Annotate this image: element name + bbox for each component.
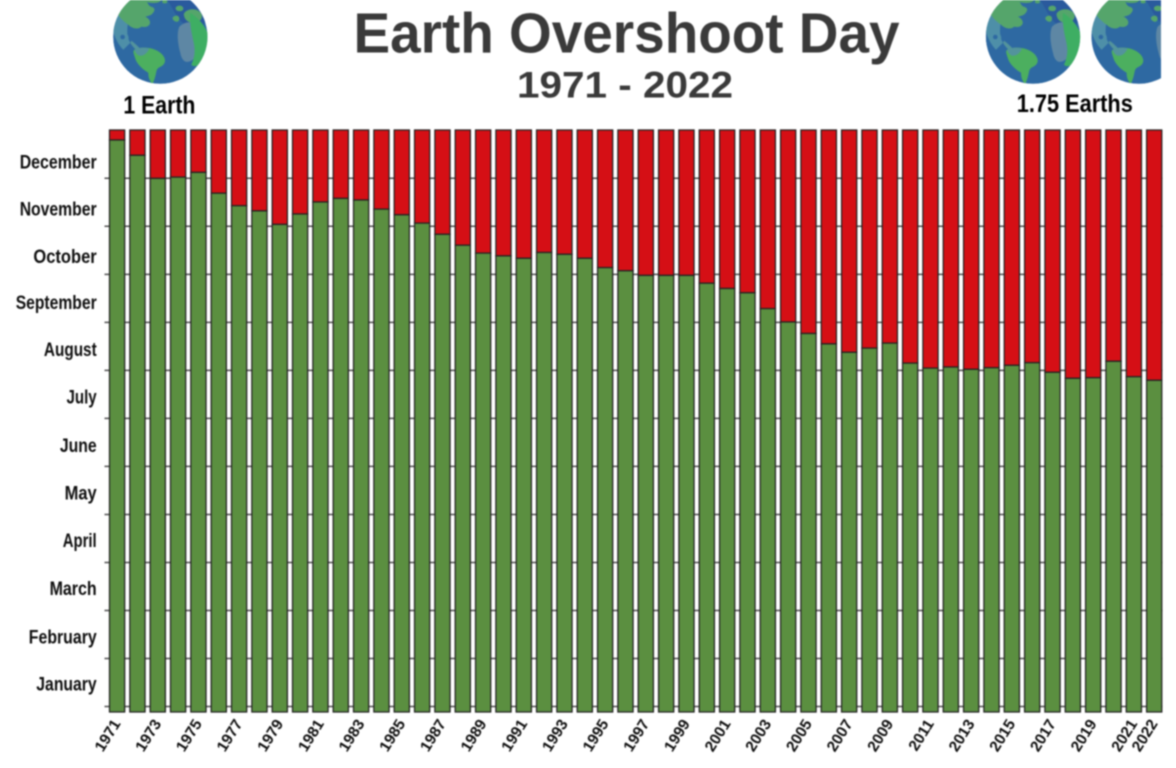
svg-text:February: February — [29, 627, 97, 649]
svg-text:April: April — [63, 530, 97, 552]
svg-text:1 Earth: 1 Earth — [123, 91, 195, 119]
svg-text:December: December — [20, 152, 97, 174]
svg-text:1971 - 2022: 1971 - 2022 — [517, 65, 733, 106]
svg-text:September: September — [16, 292, 97, 314]
svg-text:Earth Overshoot Day: Earth Overshoot Day — [354, 2, 900, 66]
svg-text:1.75 Earths: 1.75 Earths — [1017, 90, 1133, 118]
svg-text:August: August — [44, 339, 97, 361]
svg-text:October: October — [33, 246, 97, 268]
svg-text:March: March — [50, 578, 97, 600]
svg-text:July: July — [66, 387, 96, 409]
svg-text:November: November — [20, 199, 97, 221]
svg-text:January: January — [36, 674, 97, 696]
svg-text:June: June — [60, 435, 97, 457]
svg-text:May: May — [65, 483, 97, 505]
